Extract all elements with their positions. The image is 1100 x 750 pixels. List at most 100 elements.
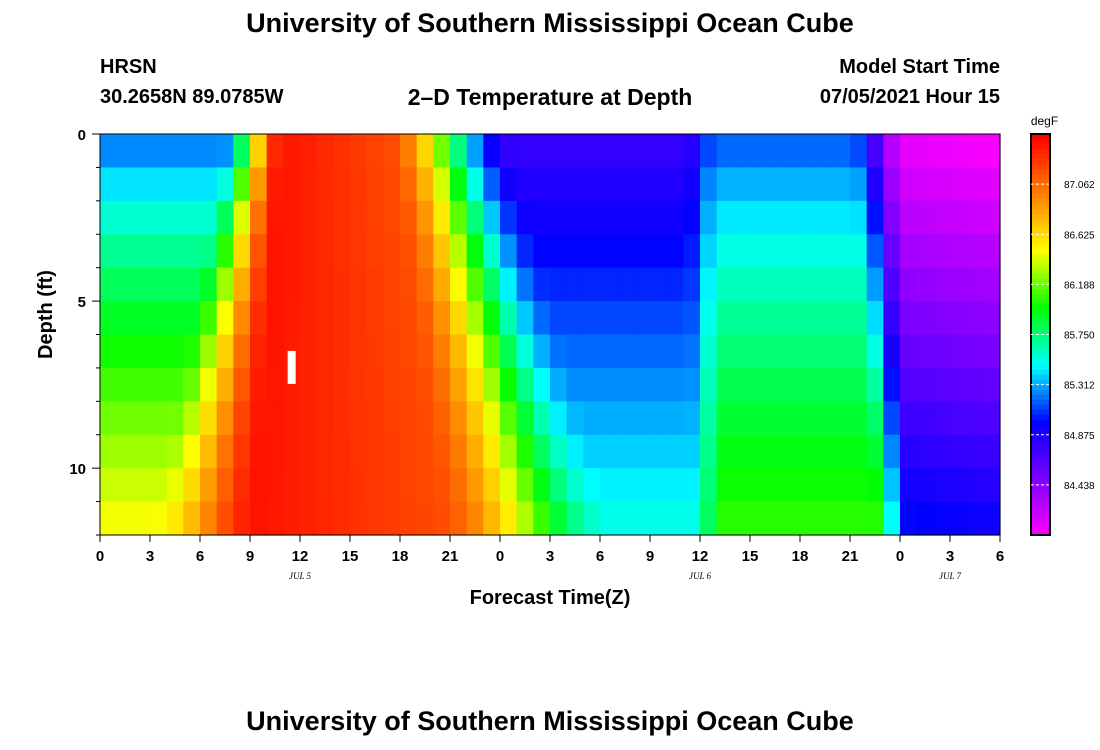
heatmap-cell	[850, 468, 868, 503]
colorbar-segment	[1031, 219, 1050, 226]
heatmap-cell	[533, 301, 551, 336]
heatmap-cell	[883, 234, 901, 269]
heatmap-cell	[516, 401, 534, 436]
heatmap-cell	[733, 267, 751, 302]
heatmap-cell	[750, 200, 768, 235]
heatmap-cell	[233, 468, 251, 503]
heatmap-cell	[950, 234, 968, 269]
heatmap-cell	[633, 200, 651, 235]
heatmap-cell	[616, 434, 634, 469]
heatmap-cell	[366, 501, 384, 536]
heatmap-cell	[583, 468, 601, 503]
heatmap-cell	[850, 200, 868, 235]
heatmap-cell	[583, 167, 601, 202]
colorbar-segment	[1031, 354, 1050, 361]
heatmap-cell	[550, 334, 568, 369]
colorbar-segment	[1031, 314, 1050, 321]
heatmap-cell	[200, 134, 218, 169]
colorbar-segment	[1031, 434, 1050, 441]
heatmap-cell	[616, 200, 634, 235]
heatmap-cell	[366, 468, 384, 503]
heatmap-cell	[383, 134, 401, 169]
heatmap-cell	[950, 301, 968, 336]
heatmap-cell	[200, 234, 218, 269]
heatmap-cell	[166, 367, 184, 402]
heatmap-cell	[250, 468, 268, 503]
colorbar-segment	[1031, 279, 1050, 286]
heatmap-cell	[816, 134, 834, 169]
heatmap-cell	[183, 167, 201, 202]
heatmap-cell	[333, 334, 351, 369]
colorbar-segment	[1031, 164, 1050, 170]
heatmap-cell	[933, 200, 951, 235]
plot-title: 2–D Temperature at Depth	[407, 84, 693, 110]
heatmap-cell	[566, 401, 584, 436]
heatmap-cell	[233, 234, 251, 269]
heatmap-cell	[666, 301, 684, 336]
colorbar-segment	[1031, 439, 1050, 446]
heatmap-cell	[750, 234, 768, 269]
colorbar-segment	[1031, 459, 1050, 466]
heatmap-cell	[283, 134, 301, 169]
heatmap-cell	[683, 501, 701, 536]
heatmap-cell	[733, 434, 751, 469]
heatmap-cell	[500, 301, 518, 336]
heatmap-cell	[866, 134, 884, 169]
heatmap-cell	[433, 267, 451, 302]
heatmap-cell	[583, 301, 601, 336]
heatmap-cell	[566, 301, 584, 336]
heatmap-cell	[766, 501, 784, 536]
heatmap-cell	[483, 167, 501, 202]
heatmap-cell	[916, 267, 934, 302]
heatmap-cell	[583, 200, 601, 235]
heatmap-cell	[466, 501, 484, 536]
heatmap-cell	[800, 401, 818, 436]
heatmap-cell	[600, 334, 618, 369]
heatmap-cell	[833, 501, 851, 536]
heatmap-cell	[866, 267, 884, 302]
heatmap-cell	[166, 301, 184, 336]
heatmap-cell	[950, 167, 968, 202]
colorbar-segment	[1031, 389, 1050, 396]
heatmap-cell	[750, 434, 768, 469]
heatmap-cell	[900, 434, 918, 469]
heatmap-cell	[733, 501, 751, 536]
colorbar-segment	[1031, 494, 1050, 501]
date-label: JUL 6	[689, 571, 712, 581]
colorbar-segment	[1031, 514, 1050, 521]
heatmap-cell	[866, 200, 884, 235]
heatmap-cell	[766, 468, 784, 503]
colorbar-segment	[1031, 484, 1050, 491]
heatmap-cell	[883, 367, 901, 402]
heatmap-cell	[433, 367, 451, 402]
heatmap-cell	[450, 234, 468, 269]
heatmap-cell	[600, 401, 618, 436]
heatmap-cell	[933, 334, 951, 369]
heatmap-cell	[300, 167, 318, 202]
colorbar-segment	[1031, 324, 1050, 331]
y-tick-label: 5	[78, 294, 86, 311]
heatmap-cell	[283, 200, 301, 235]
heatmap-cell	[733, 234, 751, 269]
heatmap-cell	[216, 267, 234, 302]
heatmap-cell	[833, 301, 851, 336]
heatmap-cell	[733, 301, 751, 336]
heatmap-cell	[383, 501, 401, 536]
heatmap-cell	[516, 367, 534, 402]
heatmap-cell	[316, 200, 334, 235]
heatmap-cell	[933, 301, 951, 336]
heatmap-cell	[966, 334, 984, 369]
heatmap-cell	[100, 468, 118, 503]
colorbar-segment	[1031, 399, 1050, 406]
heatmap-cell	[150, 501, 168, 536]
heatmap-cell	[666, 200, 684, 235]
colorbar-segment	[1031, 469, 1050, 476]
heatmap-cell	[666, 234, 684, 269]
colorbar-segment	[1031, 409, 1050, 416]
x-tick-label: 3	[546, 548, 554, 565]
colorbar-segment	[1031, 524, 1050, 531]
heatmap-cell	[966, 234, 984, 269]
heatmap-cell	[583, 434, 601, 469]
heatmap-cell	[233, 367, 251, 402]
heatmap-cell	[650, 334, 668, 369]
